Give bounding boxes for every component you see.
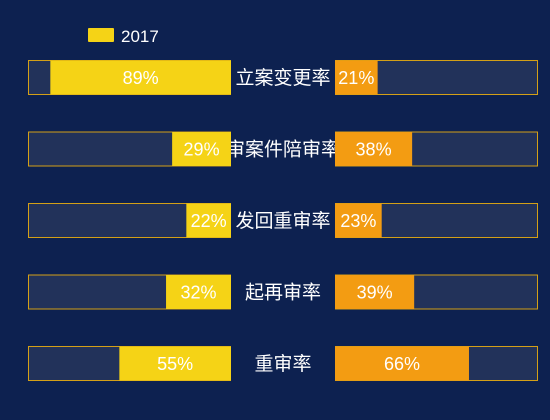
right-bar-label: 38% [356, 140, 392, 160]
legend-swatch [88, 28, 114, 42]
right-bar-label: 39% [357, 283, 393, 303]
left-bar [119, 346, 231, 381]
legend-label: 2017 [121, 27, 159, 46]
right-bar-label: 23% [340, 211, 376, 231]
bars: 89% 21% 29% 38% 22% 23% 32% 39% 55% 66% [28, 60, 538, 381]
category-label: 起再审率 [245, 282, 321, 304]
right-bar [335, 203, 382, 238]
legend: 2017 [88, 27, 159, 46]
right-bar [335, 275, 415, 309]
right-bar [335, 346, 469, 381]
left-bar [166, 275, 231, 309]
category-label: 审案件陪审率 [226, 139, 340, 161]
right-bar [335, 132, 413, 166]
left-bar [50, 60, 231, 95]
right-bar-label: 21% [338, 68, 374, 88]
left-bar-label: 32% [181, 283, 217, 303]
left-bar [186, 203, 231, 238]
left-bar-label: 89% [123, 68, 159, 88]
right-bar-label: 66% [384, 354, 420, 374]
left-bar [172, 132, 231, 166]
left-bar-label: 29% [184, 140, 220, 160]
category-label: 发回重审率 [235, 210, 330, 232]
left-bar-label: 22% [191, 211, 227, 231]
left-bar-label: 55% [157, 354, 193, 374]
category-label: 立案变更率 [235, 67, 330, 89]
right-bar [335, 60, 378, 95]
category-label: 重审率 [254, 353, 311, 375]
